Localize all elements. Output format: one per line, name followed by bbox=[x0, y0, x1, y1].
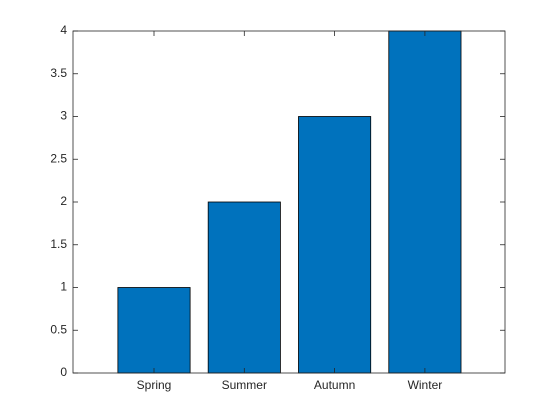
x-tick-label: Summer bbox=[222, 378, 267, 392]
x-tick-label: Autumn bbox=[314, 378, 355, 392]
x-tick-label: Winter bbox=[408, 378, 443, 392]
y-tick-label: 4 bbox=[60, 23, 67, 37]
bar bbox=[298, 116, 372, 374]
y-tick-label: 2.5 bbox=[50, 151, 67, 165]
bar bbox=[388, 30, 462, 374]
y-tick-label: 1 bbox=[60, 280, 67, 294]
y-tick-label: 0.5 bbox=[50, 322, 67, 336]
y-tick-label: 0 bbox=[60, 365, 67, 379]
y-tick-label: 2 bbox=[60, 194, 67, 208]
bar bbox=[117, 287, 191, 374]
y-tick-label: 3 bbox=[60, 109, 67, 123]
axes-box bbox=[72, 30, 506, 374]
bar bbox=[207, 201, 281, 374]
y-tick-label: 1.5 bbox=[50, 237, 67, 251]
x-tick-label: Spring bbox=[137, 378, 172, 392]
y-tick-label: 3.5 bbox=[50, 66, 67, 80]
